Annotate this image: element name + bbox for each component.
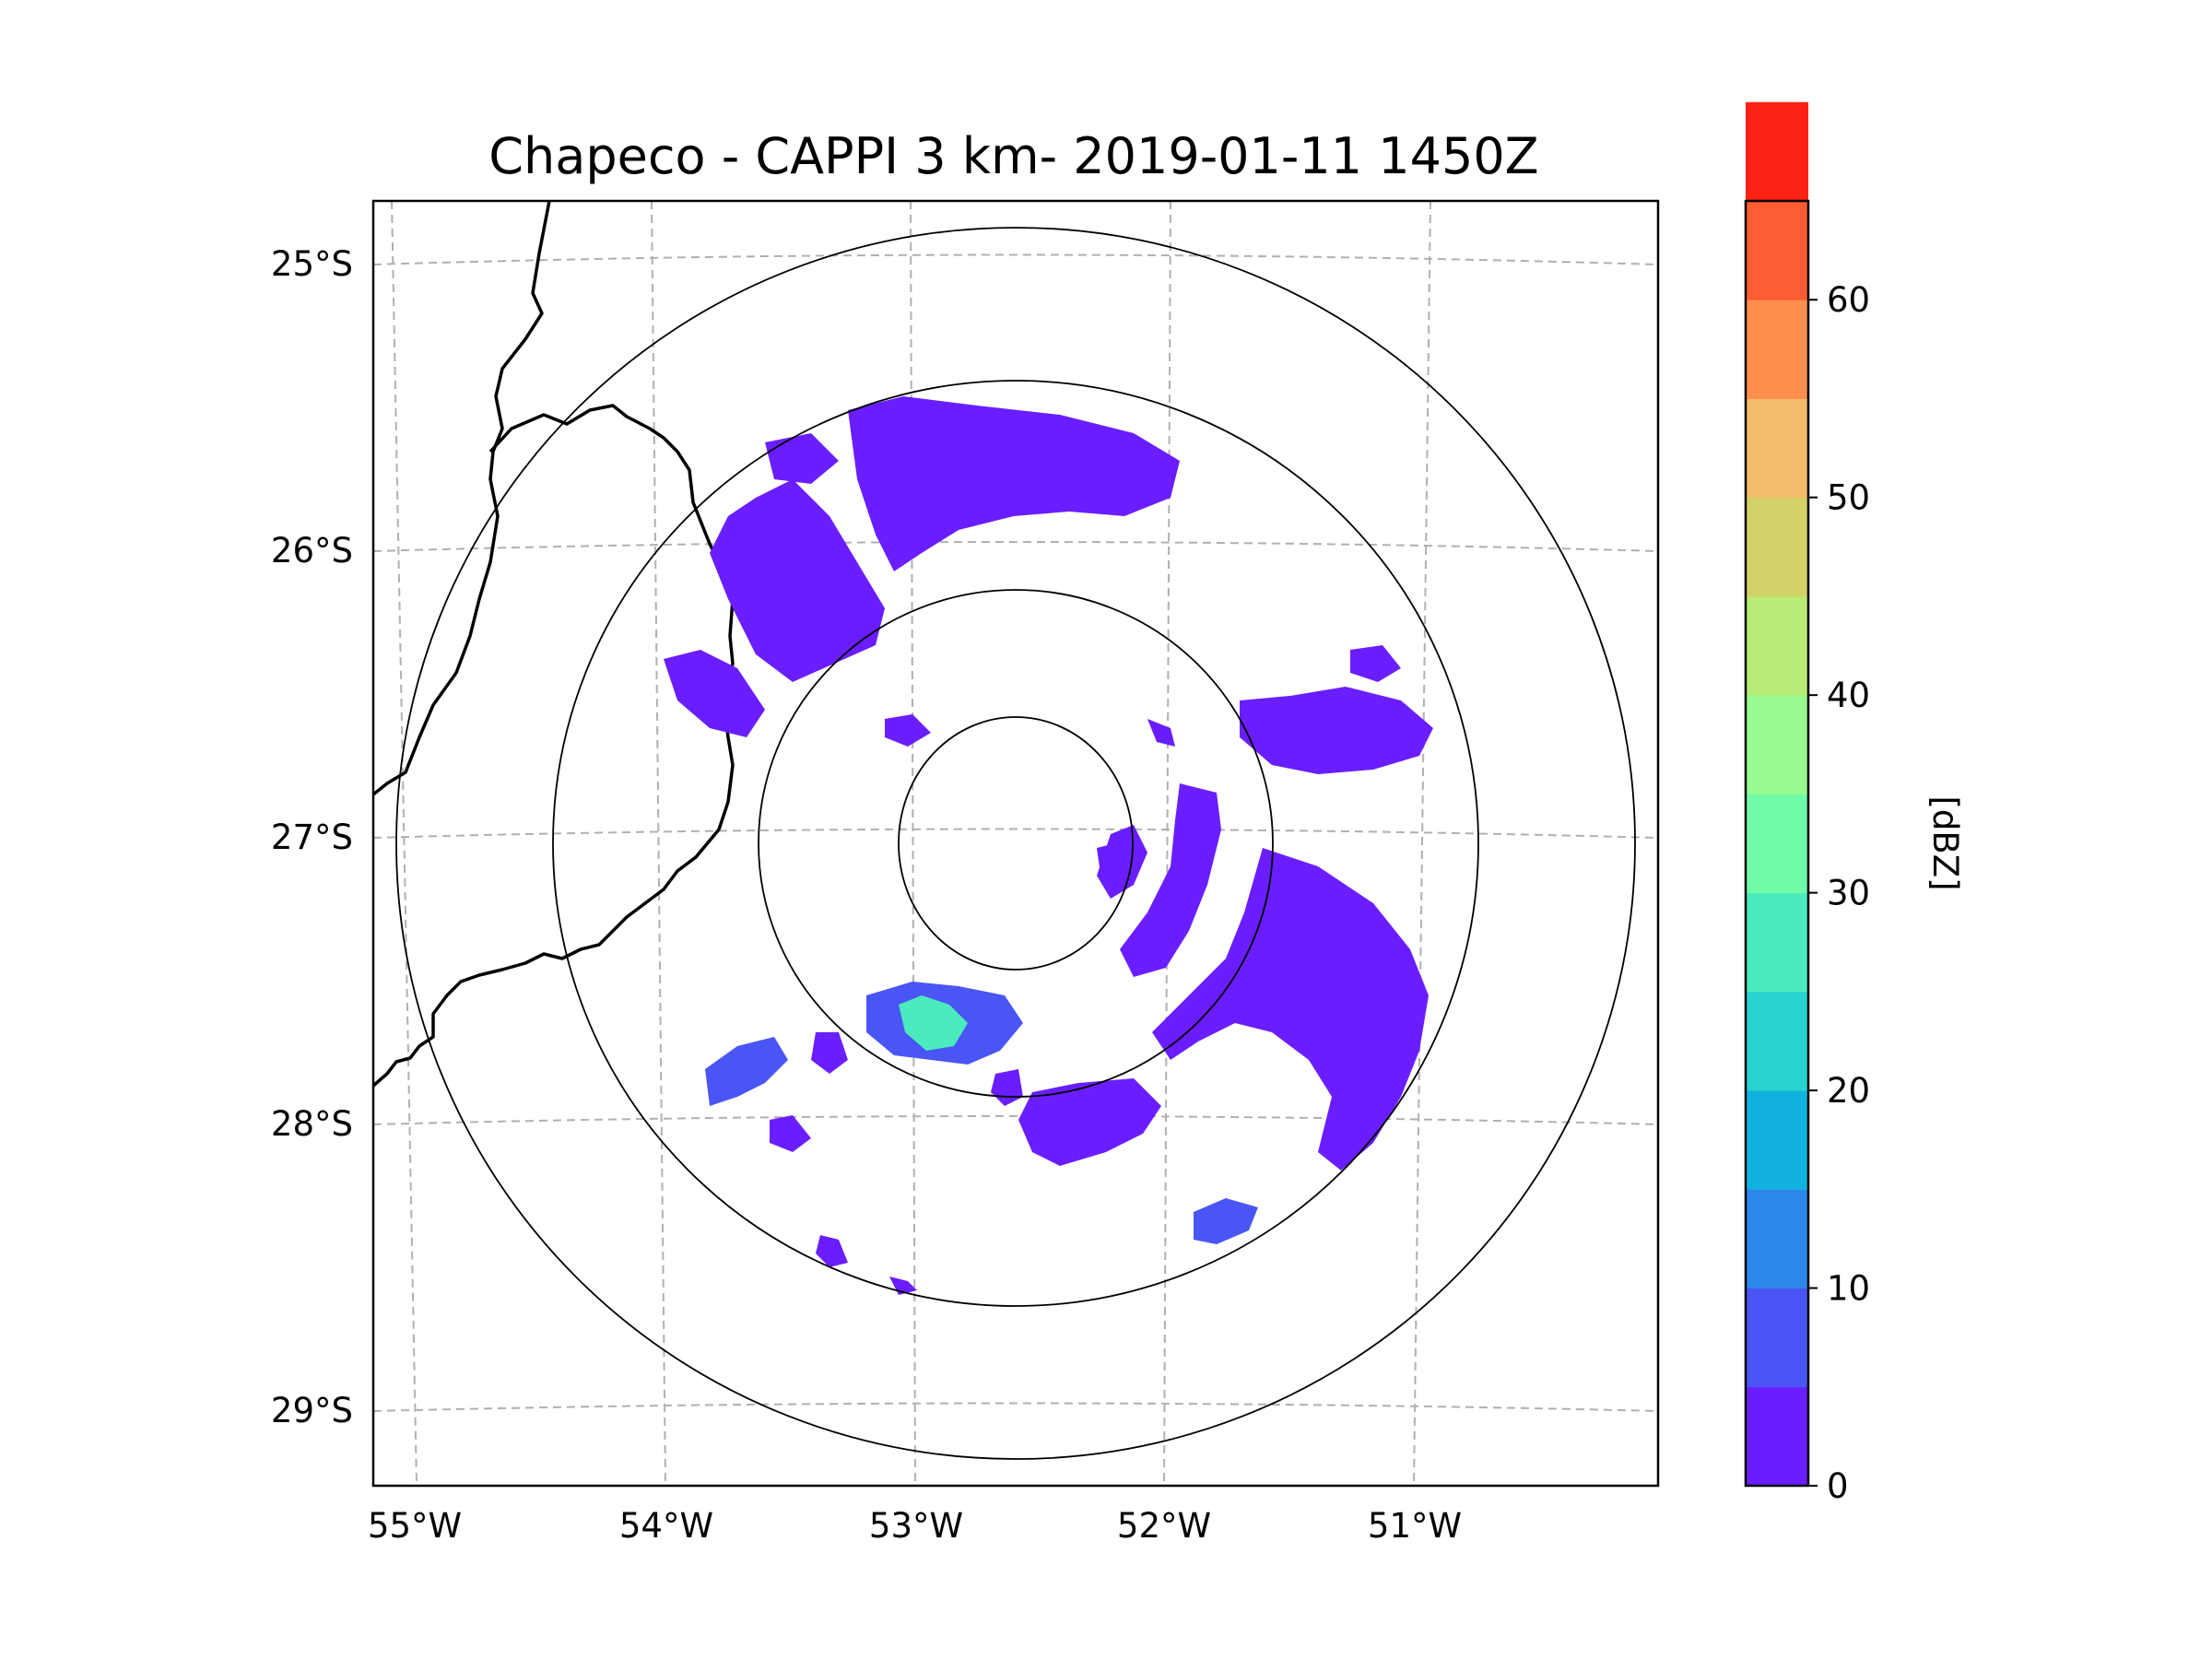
lon-label-54: 54°W [619,1506,713,1546]
echo-southwest-low [770,1115,811,1152]
latitude-gridlines [373,253,1658,1412]
colorbar-segment [1746,695,1808,794]
lat-label-27: 27°S [271,818,353,857]
map-frame [371,199,1660,1488]
range-ring-3 [552,380,1479,1307]
lon-label-55: 55°W [368,1506,462,1546]
colorbar-ticks: 0 10 20 30 40 50 60 [1808,280,1870,1506]
latitude-labels: 25°S 26°S 27°S 28°S 29°S [271,244,353,1430]
colorbar-segment [1746,1090,1808,1190]
colorbar-tick-label: 30 [1827,874,1870,913]
colorbar-segment [1746,1386,1808,1487]
chart-title: Chapeco - CAPPI 3 km- 2019-01-11 1450Z [488,127,1539,185]
colorbar-tick-label: 50 [1827,478,1870,518]
radar-echoes [664,396,1433,1295]
echo-east-streak [1240,687,1433,774]
echo-east-speck [1147,719,1175,747]
lat-label-25: 25°S [271,244,353,284]
echo-northwest-strip [765,433,839,484]
colorbar-segment [1746,398,1808,499]
colorbar [1746,101,1808,1487]
range-rings [395,227,1636,1460]
colorbar-frame [1744,199,1810,1488]
echo-south-far [1194,1198,1258,1244]
range-ring-1 [898,716,1134,971]
colorbar-segment [1746,991,1808,1091]
colorbar-segment [1746,794,1808,894]
echo-east-ring-band [1120,783,1221,977]
colorbar-segment [1746,892,1808,993]
colorbar-segment [1746,300,1808,399]
echo-southwest-left [705,1037,788,1106]
colorbar-tick-label: 60 [1827,280,1870,320]
lat-label-26: 26°S [271,531,353,571]
colorbar-tick-label: 10 [1827,1269,1870,1309]
colorbar-segment [1746,497,1808,597]
colorbar-label: [dBZ] [1925,795,1965,890]
echo-east-small [1097,825,1147,899]
gridline-lon-51 [1413,201,1431,1486]
echo-southwest-small [811,1032,848,1074]
echo-northwest-band [710,479,885,682]
echo-west-cluster [664,650,765,737]
lon-label-51: 51°W [1368,1506,1462,1546]
lat-label-28: 28°S [271,1104,353,1144]
colorbar-segment [1746,1288,1808,1388]
colorbar-segment [1746,201,1808,300]
echo-southeast-large [1152,848,1429,1171]
colorbar-segment [1746,1189,1808,1289]
gridline-lat-26 [373,541,1658,552]
border-line-west [373,201,551,796]
lon-label-52: 52°W [1117,1506,1211,1546]
lat-label-29: 29°S [271,1391,353,1430]
gridline-lat-25 [373,253,1658,265]
lon-label-53: 53°W [869,1506,963,1546]
gridline-lat-28 [373,1115,1658,1125]
echo-southwest-core [899,995,968,1051]
state-borders [373,201,735,1088]
map-frame-background [373,201,1658,1486]
gridline-lon-55 [391,201,418,1486]
gridline-lat-29 [373,1402,1658,1412]
range-ring-2 [758,589,1274,1098]
colorbar-tick-label: 20 [1827,1071,1870,1111]
gridline-lon-54 [651,201,666,1486]
echo-south-ring [1018,1078,1161,1166]
border-line-argentina [373,404,735,1088]
echo-east-far [1350,645,1401,682]
gridline-lon-52 [1163,201,1171,1486]
colorbar-tick-label: 40 [1827,676,1870,715]
range-ring-4 [395,227,1636,1460]
gridline-lat-27 [373,828,1658,839]
colorbar-tick-label: 0 [1827,1466,1849,1506]
echo-near-radar-east [1097,843,1115,880]
colorbar-segment [1746,101,1808,202]
colorbar-segment [1746,595,1808,696]
echo-north-arc [848,396,1180,571]
echo-south-southwest [816,1235,848,1267]
echo-near-radar [885,714,931,747]
longitude-labels: 55°W 54°W 53°W 52°W 51°W [368,1506,1462,1546]
